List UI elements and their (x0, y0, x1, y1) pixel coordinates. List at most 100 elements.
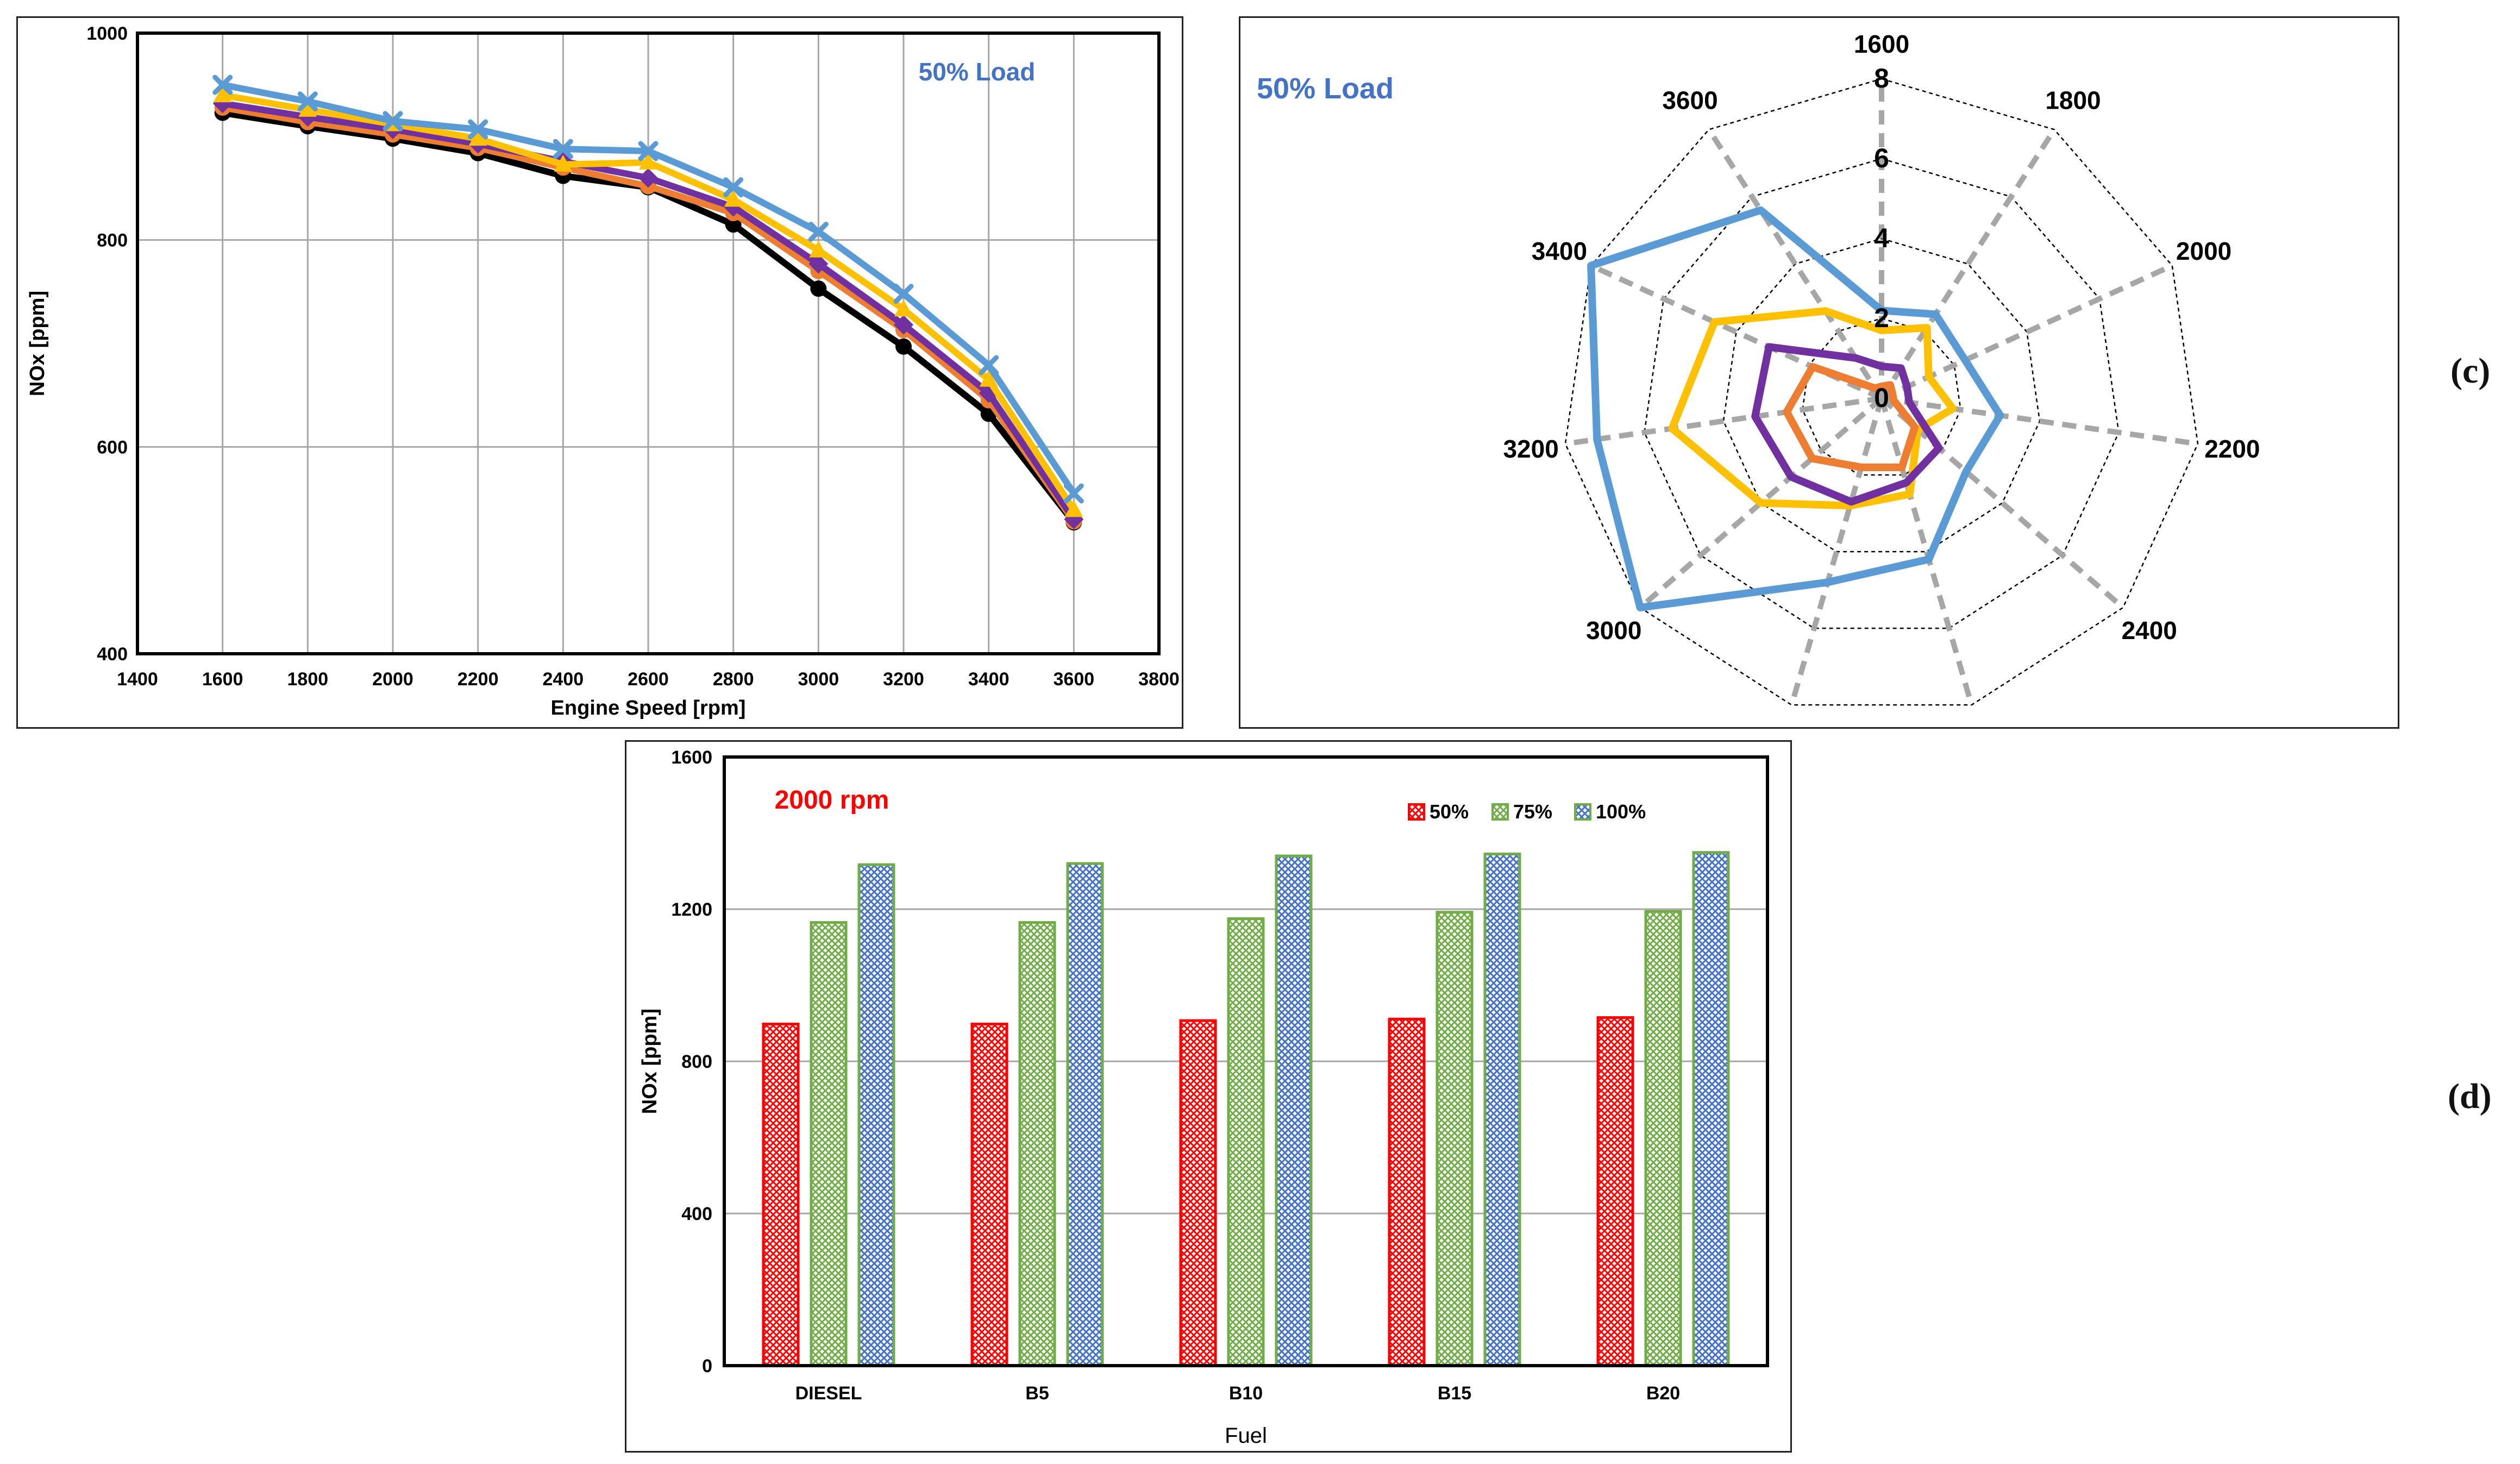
bar-chart-xtick: B5 (1025, 1383, 1049, 1404)
blue-series-point (468, 119, 488, 140)
radar-category-label: 1600 (1854, 30, 1909, 58)
purple-series-point (808, 254, 829, 274)
line-chart-xtick: 3000 (798, 669, 839, 690)
blue-series-point (553, 139, 573, 159)
bar-50% (1179, 1019, 1217, 1367)
radar-rtick-label: 8 (1874, 63, 1889, 93)
bar-chart-ytick: 400 (681, 1204, 712, 1224)
radar-rtick-label: 2 (1874, 303, 1889, 333)
radar-category-label: 3000 (1586, 616, 1641, 645)
bar-50% (1388, 1017, 1426, 1367)
radar-spoke (1881, 396, 2198, 447)
line-chart-ytick: 600 (97, 437, 128, 458)
line-chart-panel: 1400 1600 1800 2000 2200 2400 2600 2800 3000 3200… (16, 16, 1183, 729)
line-chart-ytick: 400 (97, 644, 128, 665)
line-chart-xtick: 2000 (372, 669, 413, 690)
bar-50% (1596, 1016, 1634, 1367)
yellow-series-point (639, 152, 657, 170)
bar-75% (810, 921, 848, 1367)
yellow-series-point (724, 190, 743, 207)
legend-swatch-50% (1408, 803, 1425, 821)
bar-75% (1018, 921, 1056, 1367)
radar-rtick-label: 0 (1874, 383, 1889, 413)
radar-ring (1564, 78, 2199, 706)
bar-chart-xlabel: Fuel (1225, 1424, 1267, 1448)
line-chart-series (212, 74, 1084, 531)
line-chart-xtick: 3800 (1138, 669, 1180, 690)
yellow-series-point (1064, 500, 1083, 517)
radar-chart-labels: 0 2 4 6 8 1600 1800 2000 2200 2400 2600 2800 3000 320… (1503, 30, 2260, 753)
legend-swatch-100% (1574, 803, 1591, 821)
radar-ring (1644, 158, 2120, 629)
bar-chart-plot-border (723, 755, 1769, 1367)
legend-label: 50% (1430, 800, 1469, 823)
radar-category-label: 2000 (2176, 237, 2231, 265)
line-chart-xtick: 2800 (713, 669, 754, 690)
line-chart-xtick: 3600 (1054, 669, 1095, 690)
yellow-series (213, 85, 1083, 517)
blue-series-point (1063, 483, 1084, 504)
bar-100% (1275, 854, 1313, 1367)
bar-chart: 0 400 800 1200 1600 DIESEL B5 B10 B15 B20 2000 rp… (638, 747, 1769, 1448)
line-chart: 1400 1600 1800 2000 2200 2400 2600 2800 3000 3200… (26, 23, 1180, 720)
radar-spoke (1706, 128, 1884, 400)
radar-ring (1802, 317, 1961, 476)
bar-chart-ytick: 1600 (671, 747, 712, 768)
yellow-series-point (809, 240, 828, 258)
radar-rtick-label: 6 (1874, 143, 1889, 173)
orange-series (1783, 362, 1919, 471)
legend-label: 75% (1513, 800, 1552, 823)
purple-series (1751, 343, 1943, 506)
bar-100% (1483, 853, 1521, 1367)
radar-ring (1722, 237, 2041, 553)
bar-50% (970, 1022, 1008, 1367)
bar-chart-xtick: B10 (1229, 1383, 1263, 1404)
yellow-series-point (468, 129, 487, 146)
radar-category-label: 3200 (1503, 435, 1558, 463)
line-chart-ytick: 800 (97, 230, 128, 251)
line-chart-xtick: 2600 (628, 669, 669, 690)
radar-rtick-label: 4 (1874, 223, 1889, 253)
legend-label: 100% (1596, 800, 1646, 823)
radar-category-label: 3400 (1532, 237, 1587, 265)
line-chart-ytick: 1000 (86, 23, 128, 44)
line-chart-plot-border (136, 32, 1161, 655)
black-series-point (895, 338, 912, 355)
bar-chart-title: 2000 rpm (775, 786, 889, 815)
bar-chart-xtick: DIESEL (795, 1383, 862, 1404)
line-chart-title: 50% Load (919, 58, 1036, 86)
bar-75% (1435, 911, 1474, 1367)
radar-chart-grid (1564, 78, 2199, 706)
blue-series-point (212, 74, 233, 95)
radar-chart-series (1587, 206, 2004, 612)
bar-chart-ylabel: NOx [ppm] (638, 1009, 661, 1114)
line-chart-xlabel: Engine Speed [rpm] (551, 697, 746, 720)
bar-100% (857, 863, 895, 1367)
line-chart-xtick: 1600 (202, 669, 243, 690)
bar-chart-bars (762, 851, 1730, 1367)
radar-spoke (1879, 397, 1974, 706)
blue-series-point (979, 355, 999, 376)
line-chart-xtick: 1400 (117, 669, 158, 690)
line-chart-xtick: 1800 (287, 669, 329, 690)
radar-category-label: 2800 (1754, 724, 1809, 727)
radar-spoke (1879, 396, 2125, 610)
radar-chart-panel: 0 2 4 6 8 1600 1800 2000 2200 2400 2600 2800 3000 320… (1239, 16, 2399, 753)
bar-chart-ytick: 0 (702, 1356, 712, 1377)
purple-series-point (894, 315, 913, 335)
legend-swatch-75% (1491, 803, 1509, 821)
bar-chart-panel: 0 400 800 1200 1600 DIESEL B5 B10 B15 B20 2000 rp… (625, 740, 1792, 1453)
bar-100% (1692, 851, 1730, 1367)
radar-category-label: 2400 (2122, 616, 2177, 645)
yellow-series-point (894, 299, 913, 317)
bar-chart-ytick: 1200 (671, 899, 712, 920)
black-series-point (810, 280, 827, 297)
radar-category-label: 2200 (2204, 435, 2260, 463)
panel-label-c: (c) (2450, 351, 2491, 391)
yellow-series-point (554, 154, 573, 172)
line-chart-ylabel: NOx [ppm] (26, 291, 49, 396)
bar-chart-tick-labels: 0 400 800 1200 1600 DIESEL B5 B10 B15 B20 (671, 747, 1680, 1404)
radar-chart-title: 50% Load (1257, 72, 1394, 105)
yellow-series-point (979, 370, 998, 387)
line-chart-tick-labels: 1400 1600 1800 2000 2200 2400 2600 2800 3000 3200… (86, 23, 1179, 690)
